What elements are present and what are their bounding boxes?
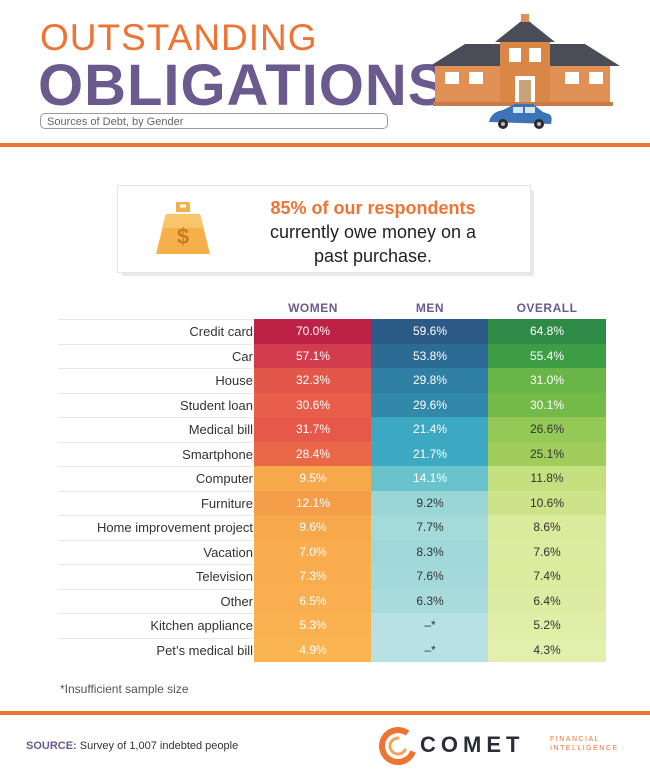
- table-row: Medical bill 31.7% 21.4% 26.6%: [58, 417, 606, 442]
- row-label: Home improvement project: [58, 515, 253, 540]
- cell-women: 5.3%: [254, 613, 372, 638]
- column-header-women: WOMEN: [288, 301, 338, 315]
- table-row: Smartphone 28.4% 21.7% 25.1%: [58, 441, 606, 467]
- cell-men: 6.3%: [371, 588, 489, 613]
- callout-line3: past purchase.: [313, 246, 433, 266]
- cell-women: 9.5%: [254, 466, 372, 491]
- header: OUTSTANDING OBLIGATIONS Sources of Debt,…: [0, 0, 650, 150]
- row-label: Vacation: [58, 539, 253, 565]
- cell-women: 31.7%: [254, 417, 372, 442]
- cell-men: 7.7%: [371, 515, 489, 540]
- cell-women: 28.4%: [254, 441, 372, 466]
- cell-overall: 8.6%: [488, 515, 606, 540]
- cell-overall: 55.4%: [488, 343, 606, 368]
- callout-highlight: 85% of our respondents: [270, 198, 476, 218]
- logo-sub2: INTELLIGENCE: [550, 745, 619, 752]
- money-bag-icon: $: [156, 202, 210, 254]
- cell-men: 7.6%: [371, 564, 489, 589]
- title-line2: OBLIGATIONS: [38, 53, 448, 118]
- cell-overall: 64.8%: [488, 319, 606, 344]
- comet-logo-icon: [379, 727, 417, 765]
- table-row: Computer 9.5% 14.1% 11.8%: [58, 466, 606, 491]
- cell-overall: 31.0%: [488, 368, 606, 393]
- cell-overall: 7.6%: [488, 539, 606, 564]
- table-row: Vacation 7.0% 8.3% 7.6%: [58, 539, 606, 565]
- cell-men: 29.8%: [371, 368, 489, 393]
- cell-women: 6.5%: [254, 588, 372, 613]
- column-header-men: MEN: [415, 301, 445, 315]
- cell-men: –*: [371, 637, 489, 662]
- row-label: Medical bill: [58, 417, 253, 442]
- cell-women: 12.1%: [254, 490, 372, 515]
- cell-women: 57.1%: [254, 343, 372, 368]
- debt-table: Credit card 70.0% 59.6% 64.8% Car 57.1% 53.8% 5…: [58, 319, 606, 663]
- cell-men: 59.6%: [371, 319, 489, 344]
- column-header-overall: OVERALL: [516, 301, 578, 315]
- cell-women: 70.0%: [254, 319, 372, 344]
- subtitle: Sources of Debt, by Gender: [40, 113, 388, 129]
- table-row: Credit card 70.0% 59.6% 64.8%: [58, 319, 606, 344]
- row-label: Pet’s medical bill: [58, 637, 253, 663]
- source-label: SOURCE:: [26, 740, 77, 752]
- cell-women: 7.0%: [254, 539, 372, 564]
- table-row: Kitchen appliance 5.3% –* 5.2%: [58, 613, 606, 638]
- cell-men: 9.2%: [371, 490, 489, 515]
- cell-men: 14.1%: [371, 466, 489, 491]
- row-label: Credit card: [58, 319, 253, 344]
- cell-women: 9.6%: [254, 515, 372, 540]
- house-car-icon: [430, 14, 620, 129]
- row-label: Other: [58, 588, 253, 614]
- svg-text:$: $: [177, 224, 189, 249]
- cell-overall: 5.2%: [488, 613, 606, 638]
- cell-women: 32.3%: [254, 368, 372, 393]
- row-label: Television: [58, 564, 253, 589]
- callout-box: $ 85% of our respondents currently owe m…: [118, 186, 530, 272]
- table-row: Home improvement project 9.6% 7.7% 8.6%: [58, 515, 606, 540]
- comet-logo: COMET FINANCIAL INTELLIGENCE: [378, 724, 628, 768]
- cell-overall: 10.6%: [488, 490, 606, 515]
- table-row: Other 6.5% 6.3% 6.4%: [58, 588, 606, 614]
- cell-overall: 7.4%: [488, 564, 606, 589]
- title-line1: OUTSTANDING: [40, 17, 318, 58]
- cell-men: 8.3%: [371, 539, 489, 564]
- cell-women: 7.3%: [254, 564, 372, 589]
- cell-men: 29.6%: [371, 392, 489, 417]
- cell-men: 21.7%: [371, 441, 489, 466]
- table-row: Car 57.1% 53.8% 55.4%: [58, 343, 606, 369]
- cell-men: 53.8%: [371, 343, 489, 368]
- row-label: House: [58, 368, 253, 393]
- cell-men: 21.4%: [371, 417, 489, 442]
- callout-text: 85% of our respondents currently owe mon…: [228, 196, 518, 268]
- row-label: Furniture: [58, 490, 253, 516]
- top-divider: [0, 143, 650, 147]
- bottom-divider: [0, 711, 650, 715]
- source-text: Survey of 1,007 indebted people: [79, 740, 239, 752]
- source-note: SOURCE: Survey of 1,007 indebted people: [26, 740, 238, 752]
- table-row: Furniture 12.1% 9.2% 10.6%: [58, 490, 606, 516]
- row-label: Car: [58, 343, 253, 369]
- row-label: Student loan: [58, 392, 253, 418]
- cell-women: 30.6%: [254, 392, 372, 417]
- row-label: Kitchen appliance: [58, 613, 253, 638]
- cell-overall: 25.1%: [488, 441, 606, 466]
- callout-line2: currently owe money on a: [269, 222, 477, 242]
- cell-overall: 6.4%: [488, 588, 606, 613]
- cell-overall: 30.1%: [488, 392, 606, 417]
- logo-sub1: FINANCIAL: [550, 736, 601, 743]
- table-row: Pet’s medical bill 4.9% –* 4.3%: [58, 637, 606, 663]
- cell-men: –*: [371, 613, 489, 638]
- row-label: Computer: [58, 466, 253, 491]
- logo-name: COMET: [420, 732, 525, 757]
- table-row: Student loan 30.6% 29.6% 30.1%: [58, 392, 606, 418]
- cell-overall: 11.8%: [488, 466, 606, 491]
- cell-women: 4.9%: [254, 637, 372, 662]
- cell-overall: 4.3%: [488, 637, 606, 662]
- table-row: Television 7.3% 7.6% 7.4%: [58, 564, 606, 589]
- cell-overall: 26.6%: [488, 417, 606, 442]
- table-row: House 32.3% 29.8% 31.0%: [58, 368, 606, 393]
- row-label: Smartphone: [58, 441, 253, 467]
- footnote: *Insufficient sample size: [60, 682, 189, 696]
